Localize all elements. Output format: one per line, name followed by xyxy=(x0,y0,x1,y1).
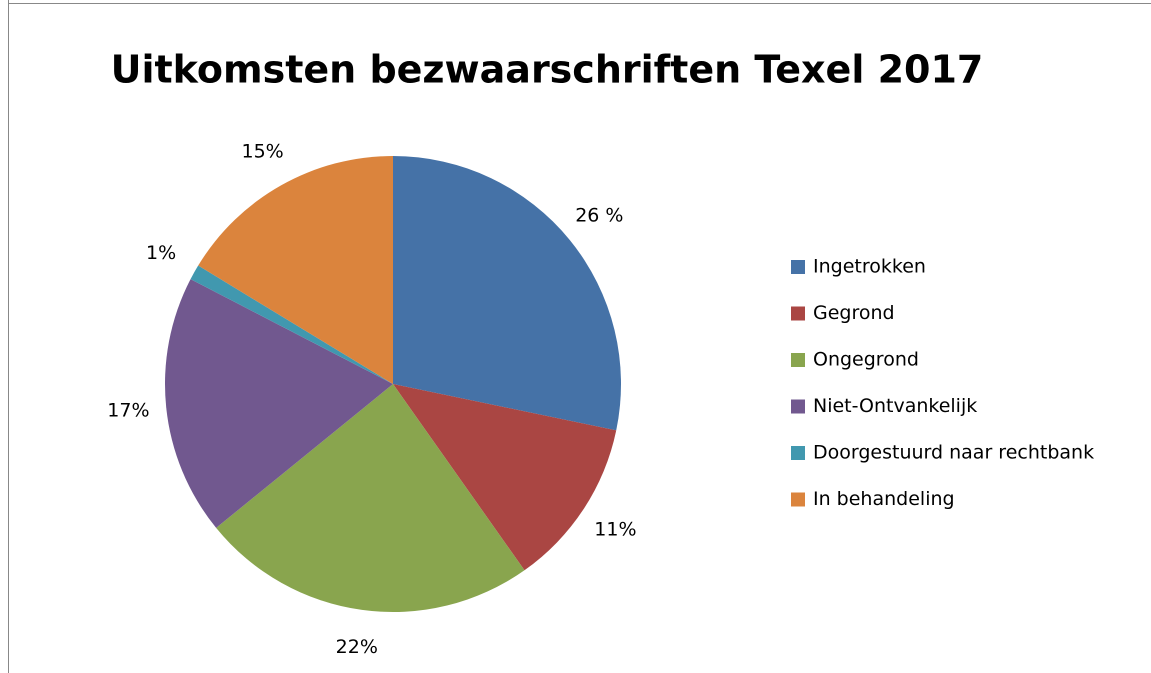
data-label: 22% xyxy=(336,636,378,658)
legend-label: Ongegrond xyxy=(813,349,919,371)
pie-slice xyxy=(393,156,622,431)
pie-slice xyxy=(393,384,617,571)
data-label: 17% xyxy=(107,400,149,422)
legend-swatch xyxy=(791,399,805,414)
pie-slice xyxy=(164,279,393,528)
data-label: 1% xyxy=(146,242,176,264)
data-label: 26 % xyxy=(575,205,623,227)
pie-slice xyxy=(216,384,525,612)
data-label: 15% xyxy=(242,141,284,163)
legend-label: Doorgestuurd naar rechtbank xyxy=(813,442,1094,464)
legend-label: Gegrond xyxy=(813,302,895,324)
legend-label: Niet-Ontvankelijk xyxy=(813,395,977,417)
chart-title: Uitkomsten bezwaarschriften Texel 2017 xyxy=(111,48,984,92)
legend-swatch xyxy=(791,260,805,274)
legend-swatch xyxy=(791,446,805,460)
data-label: 11% xyxy=(594,518,636,540)
legend-swatch xyxy=(791,306,805,321)
pie-slice xyxy=(198,156,393,384)
legend-label: In behandeling xyxy=(813,488,955,510)
legend-label: Ingetrokken xyxy=(813,256,926,278)
pie-slice xyxy=(190,265,393,384)
legend-swatch xyxy=(791,492,805,507)
legend-swatch xyxy=(791,353,805,367)
